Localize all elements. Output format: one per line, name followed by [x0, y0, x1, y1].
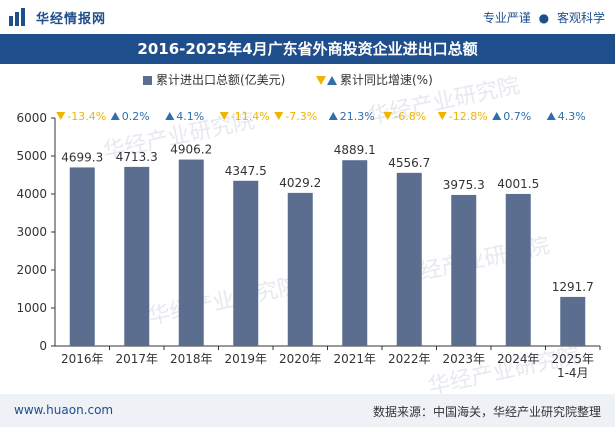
bar-value-label: 4699.3: [61, 150, 103, 164]
x-tick-label: 2024年: [497, 352, 540, 366]
growth-down-triangle-icon: [437, 112, 447, 120]
x-tick-label: 2025年: [551, 352, 594, 366]
bar: [69, 167, 95, 346]
y-tick-label: 0: [39, 339, 47, 353]
x-tick-label: 2017年: [115, 352, 158, 366]
x-tick-label: 2016年: [61, 352, 104, 366]
y-tick-label: 5000: [16, 149, 47, 163]
legend-triangle-up-icon: [327, 76, 337, 85]
legend-triangle-down-icon: [316, 76, 326, 85]
tagline-separator: ●: [538, 11, 550, 25]
growth-up-triangle-icon: [492, 112, 502, 120]
growth-down-triangle-icon: [56, 112, 66, 120]
footer: www.huaon.com 数据来源：中国海关，华经产业研究院整理: [0, 394, 615, 427]
x-tick-label: 2019年: [224, 352, 267, 366]
bar: [451, 194, 477, 346]
tagline: 专业严谨 ● 客观科学: [483, 9, 605, 26]
bar: [560, 296, 586, 346]
x-tick-label: 1-4月: [557, 366, 589, 380]
y-tick-label: 1000: [16, 301, 47, 315]
bar-value-label: 4906.2: [170, 143, 212, 157]
growth-up-triangle-icon: [328, 112, 338, 120]
bar-value-label: 4889.1: [334, 143, 376, 157]
growth-up-triangle-icon: [110, 112, 120, 120]
legend-label-bar: 累计进出口总额(亿美元): [156, 72, 285, 87]
growth-label: -12.8%: [449, 110, 488, 123]
bar-value-label: 4556.7: [388, 156, 430, 170]
growth-label: 0.7%: [503, 110, 531, 123]
y-tick-label: 2000: [16, 263, 47, 277]
growth-down-triangle-icon: [219, 112, 229, 120]
bar: [287, 192, 313, 346]
growth-label: -11.4%: [231, 110, 270, 123]
legend-swatch-bar: [143, 76, 152, 85]
growth-label: 21.3%: [340, 110, 375, 123]
growth-down-triangle-icon: [274, 112, 284, 120]
growth-label: -7.3%: [285, 110, 317, 123]
site-name[interactable]: 华经情报网: [36, 12, 107, 27]
tagline-left: 专业严谨: [482, 11, 531, 25]
growth-up-triangle-icon: [165, 112, 175, 120]
top-bar: 华经情报网 专业严谨 ● 客观科学: [0, 0, 615, 34]
x-tick-label: 2018年: [170, 352, 213, 366]
growth-label: 0.2%: [122, 110, 150, 123]
bar: [505, 193, 531, 346]
bar-value-label: 4001.5: [497, 177, 539, 191]
x-tick-label: 2020年: [279, 352, 322, 366]
bar: [342, 160, 368, 346]
legend-label-growth: 累计同比增速(%): [340, 73, 433, 87]
bar: [124, 166, 150, 346]
bar-value-label: 4713.3: [116, 150, 158, 164]
tagline-right: 客观科学: [556, 11, 605, 25]
data-source: 数据来源：中国海关，华经产业研究院整理: [372, 405, 601, 419]
bar-value-label: 4347.5: [225, 164, 267, 178]
y-tick-label: 4000: [16, 187, 47, 201]
footer-url[interactable]: www.huaon.com: [14, 403, 114, 417]
bar: [233, 180, 259, 346]
x-tick-label: 2021年: [333, 352, 376, 366]
x-tick-label: 2023年: [442, 352, 485, 366]
growth-label: -13.4%: [67, 110, 106, 123]
bar-value-label: 4029.2: [279, 176, 321, 190]
bar-value-label: 3975.3: [443, 178, 485, 192]
bar-value-label: 1291.7: [552, 280, 594, 294]
bar-chart: 华经产业研究院华经产业研究院华经产业研究院华经产业研究院华经产业研究院累计进出口…: [16, 72, 601, 394]
growth-up-triangle-icon: [546, 112, 556, 120]
chart-title: 2016-2025年4月广东省外商投资企业进出口总额: [0, 34, 615, 64]
growth-down-triangle-icon: [383, 112, 393, 120]
watermark-text: 华经产业研究院: [146, 273, 302, 329]
bar: [178, 159, 204, 346]
growth-label: 4.3%: [558, 110, 586, 123]
bar: [396, 172, 422, 346]
y-tick-label: 6000: [16, 111, 47, 125]
bar-chart-logo-icon: [9, 8, 25, 26]
y-tick-label: 3000: [16, 225, 47, 239]
x-tick-label: 2022年: [388, 352, 431, 366]
growth-label: 4.1%: [176, 110, 204, 123]
growth-label: -6.8%: [394, 110, 426, 123]
